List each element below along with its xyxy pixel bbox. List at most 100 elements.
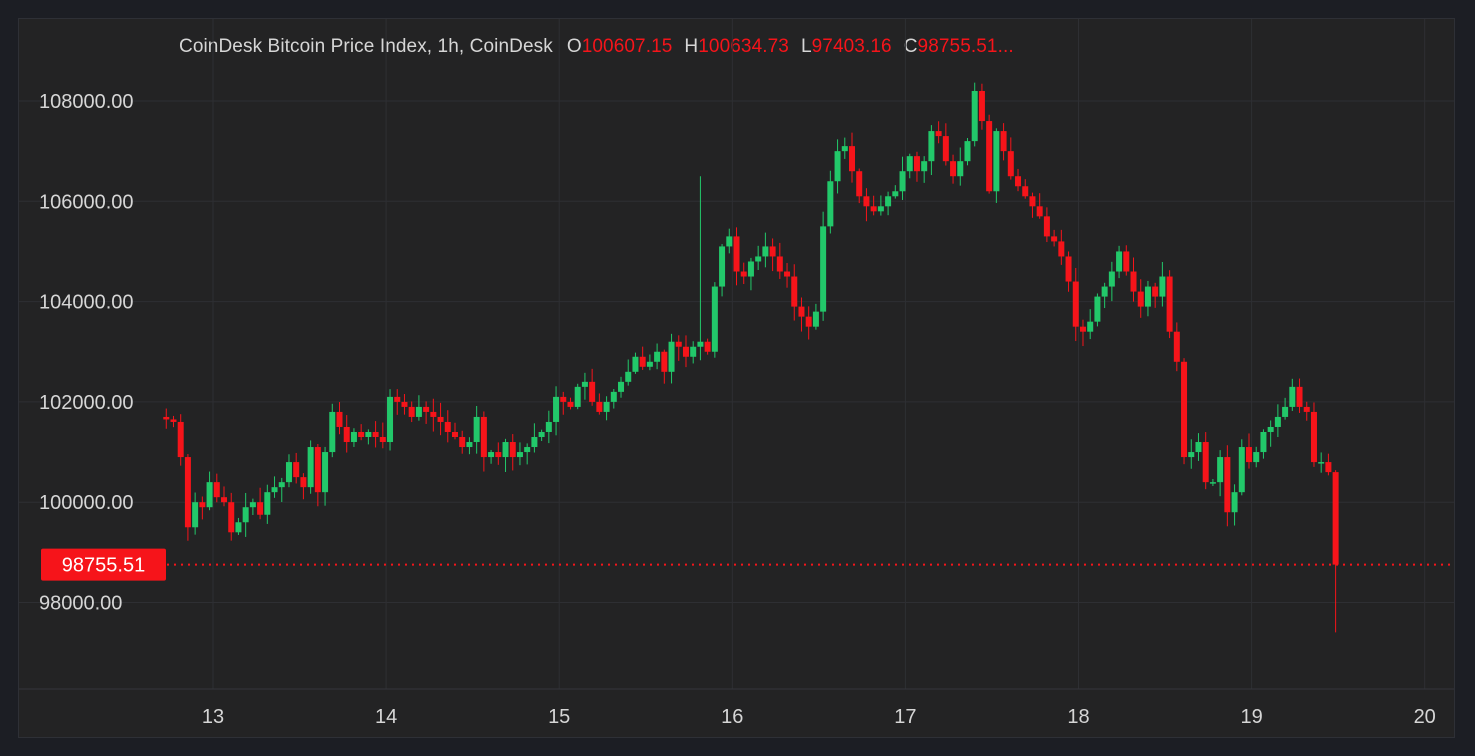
candle-body [1015,176,1022,187]
candle-body [1289,386,1296,407]
x-tick-label: 19 [1240,706,1262,728]
candle-body [509,442,516,458]
candle-body [372,431,379,438]
y-tick-label: 104000.00 [39,292,134,314]
candle-body [358,431,365,438]
candle-body [264,492,271,515]
candle-body [1303,406,1310,412]
candle-body [545,421,552,432]
legend-open-value: 100607.15 [581,36,673,57]
candle-body [1195,442,1202,453]
current-price-label: 98755.51 [62,555,145,577]
candle-body [1209,482,1216,484]
candle-body [394,396,401,402]
candle-body [242,507,249,523]
legend-close-value: 98755.51... [917,36,1014,57]
candle-body [899,171,906,192]
candle-body [221,497,228,503]
candle-body [1173,331,1180,362]
candlestick-chart[interactable]: 98000.00 100000.00 102000.00 104000.00 10600… [19,19,1455,738]
candle-body [401,401,408,407]
candle-body [430,411,437,417]
candle-body [379,437,386,443]
candle-body [480,416,487,458]
candle-body [163,416,170,420]
candle-body [1101,286,1108,297]
candle-body [747,261,754,277]
x-tick-label: 17 [894,706,916,728]
candle-body [1246,447,1253,463]
candle-body [1123,251,1130,272]
legend-high-value: 100634.73 [698,36,789,57]
candle-body [1267,426,1274,432]
candle-body [906,156,913,172]
candle-body [1166,276,1173,332]
candle-body [1181,361,1188,458]
candle-body [415,406,422,417]
candle-body [675,341,682,347]
x-tick-label: 13 [202,706,224,728]
candle-body [581,381,588,387]
candle-body [935,131,942,137]
candle-body [776,256,783,272]
candle-body [978,90,985,122]
candle-body [444,421,451,432]
candle-body [459,437,466,448]
candle-body [827,181,834,227]
legend-open-key: O [566,36,582,57]
candle-body [538,431,545,438]
candle-body [1087,321,1094,332]
candle-body [1036,206,1043,217]
candle-body [1296,386,1303,407]
candle-body [1144,286,1151,307]
candle-body [184,457,191,528]
candle-body [892,191,899,197]
y-tick-label: 106000.00 [39,191,134,213]
candle-body [841,146,848,152]
candle-body [495,452,502,458]
candle-body [199,502,206,508]
candle-body [350,431,357,443]
x-tick-label: 16 [721,706,743,728]
candle-body [610,391,617,402]
candle-body [1137,291,1144,307]
candle-body [618,381,625,392]
candle-body [1065,256,1072,282]
candle-body [733,236,740,272]
candle-body [249,502,256,508]
candle-body [343,426,350,443]
chart-panel[interactable]: CoinDesk Bitcoin Price Index, 1h, CoinDe… [18,18,1455,738]
candle-body [1116,251,1123,272]
candle-body [798,306,805,317]
candle-body [726,236,733,247]
candle-body [964,141,971,162]
candle-body [625,371,632,382]
candle-body [1029,196,1036,207]
candle-body [942,136,949,162]
candle-body [257,502,264,515]
candle-body [365,431,372,438]
candle-body [177,421,184,458]
candle-body [235,522,242,533]
candle-body [820,226,827,312]
candle-body [271,487,278,493]
candle-body [516,452,523,458]
candle-body [877,206,884,212]
candle-body [574,386,581,407]
candle-body [524,447,531,453]
candle-body [1188,452,1195,458]
y-tick-label: 98000.00 [39,593,122,615]
candle-body [1043,216,1050,237]
candle-body [170,419,177,422]
candle-body [711,286,718,352]
x-tick-label: 20 [1414,706,1436,728]
candle-body [307,447,314,488]
candle-body [206,482,213,508]
candle-body [285,462,292,483]
candle-body [589,381,596,402]
candle-body [661,351,668,372]
legend-close-key: C [903,36,918,57]
candle-body [1072,281,1079,327]
candle-body [928,131,935,162]
candle-body [1000,131,1007,152]
